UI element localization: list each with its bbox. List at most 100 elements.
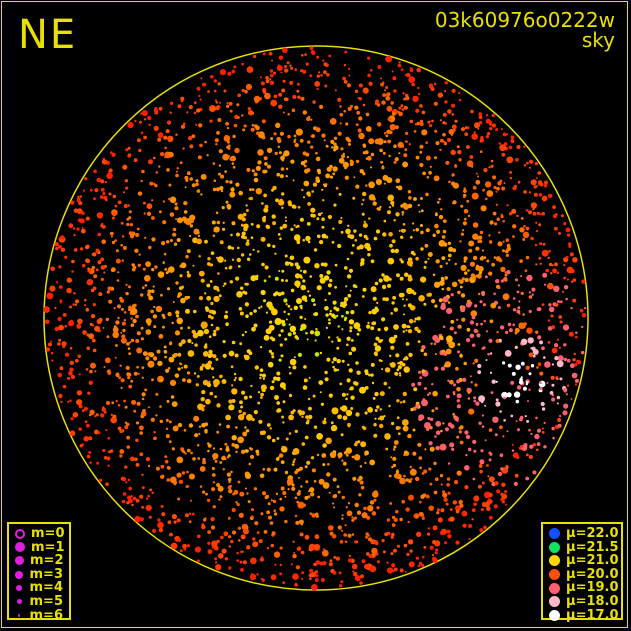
star-marker <box>131 503 134 507</box>
star-marker <box>431 299 436 304</box>
star-marker <box>223 282 227 286</box>
star-marker <box>263 215 266 219</box>
star-marker <box>309 568 314 573</box>
star-marker <box>97 431 101 435</box>
star-marker <box>367 406 373 413</box>
star-marker <box>539 242 543 246</box>
star-marker <box>454 416 459 422</box>
star-marker <box>387 257 395 265</box>
star-marker <box>142 286 145 290</box>
star-marker <box>283 310 286 314</box>
star-marker <box>138 253 141 256</box>
star-marker <box>428 83 434 88</box>
star-marker <box>321 233 327 239</box>
star-marker <box>411 82 416 87</box>
star-marker <box>468 524 473 528</box>
star-marker <box>173 520 177 524</box>
star-marker <box>200 321 208 329</box>
star-marker <box>279 546 283 550</box>
star-marker <box>95 413 99 417</box>
star-marker <box>419 376 423 380</box>
star-marker <box>537 307 542 312</box>
star-marker <box>169 101 174 106</box>
star-marker <box>524 415 527 418</box>
star-marker <box>539 387 543 391</box>
star-marker <box>160 152 165 157</box>
star-marker <box>346 257 350 261</box>
star-marker <box>177 217 183 224</box>
star-marker <box>361 425 365 429</box>
star-marker <box>374 391 379 397</box>
star-marker <box>295 520 300 525</box>
star-marker <box>433 342 437 346</box>
star-marker <box>401 419 409 426</box>
star-marker <box>530 364 535 368</box>
star-marker <box>269 69 274 73</box>
star-marker <box>381 539 385 543</box>
star-marker <box>201 523 205 527</box>
star-marker <box>60 247 66 252</box>
star-marker <box>92 303 96 307</box>
star-marker <box>420 224 423 227</box>
star-marker <box>312 182 318 187</box>
star-marker <box>209 263 212 267</box>
star-marker <box>170 395 175 399</box>
star-marker <box>581 350 585 355</box>
star-marker <box>425 494 430 499</box>
star-marker <box>332 571 337 575</box>
star-marker <box>269 80 275 86</box>
star-marker <box>130 317 133 320</box>
star-marker <box>551 426 555 431</box>
star-marker <box>439 443 447 451</box>
star-marker <box>122 335 126 338</box>
star-marker <box>334 285 337 289</box>
star-marker <box>348 143 351 146</box>
star-marker <box>288 261 292 265</box>
star-marker <box>199 466 206 472</box>
star-marker <box>525 476 530 481</box>
star-marker <box>388 336 396 344</box>
star-marker <box>133 409 137 413</box>
star-marker <box>244 487 247 490</box>
star-marker <box>531 346 536 351</box>
star-marker <box>439 148 442 151</box>
star-marker <box>398 106 402 110</box>
star-marker <box>121 235 125 238</box>
star-marker <box>244 472 252 479</box>
star-marker <box>177 538 182 542</box>
star-marker <box>284 68 289 73</box>
star-marker <box>236 115 240 120</box>
star-marker <box>418 210 421 213</box>
star-marker <box>120 221 124 225</box>
star-marker <box>469 320 475 325</box>
star-marker <box>186 273 191 278</box>
star-marker <box>253 323 258 328</box>
star-marker <box>359 480 364 485</box>
star-marker <box>447 422 453 427</box>
star-marker <box>484 491 491 499</box>
star-marker <box>180 326 183 330</box>
star-marker <box>514 345 518 349</box>
star-marker <box>379 415 385 421</box>
star-marker <box>238 376 243 382</box>
star-marker <box>59 366 64 371</box>
star-marker <box>217 485 224 492</box>
star-marker <box>489 452 493 456</box>
star-marker <box>337 131 342 136</box>
star-marker <box>110 416 117 424</box>
star-marker <box>464 271 468 275</box>
star-marker <box>467 214 471 217</box>
star-marker <box>203 328 210 335</box>
star-marker <box>541 346 545 351</box>
star-marker <box>294 262 299 267</box>
star-marker <box>218 164 222 167</box>
star-marker <box>383 415 386 418</box>
star-marker <box>320 212 323 215</box>
star-marker <box>323 548 326 551</box>
star-marker <box>360 264 363 267</box>
star-marker <box>112 212 117 217</box>
star-marker <box>234 376 237 379</box>
star-marker <box>135 438 139 442</box>
star-marker <box>103 411 107 414</box>
star-marker <box>134 248 139 253</box>
